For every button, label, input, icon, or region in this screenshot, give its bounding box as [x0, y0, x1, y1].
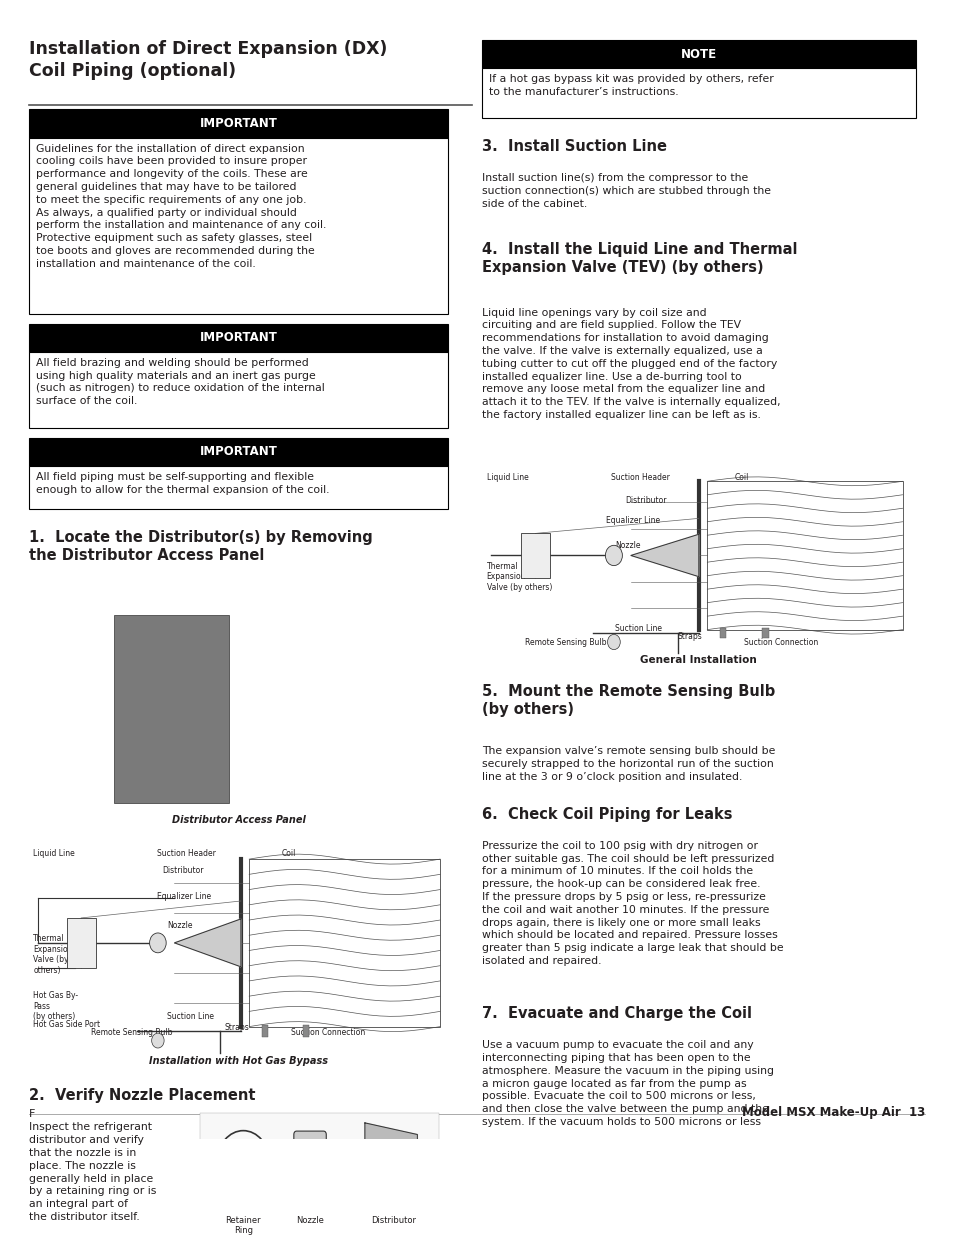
Text: Suction Header: Suction Header [157, 848, 216, 858]
Text: Retainer
Ring: Retainer Ring [225, 1215, 261, 1235]
Polygon shape [364, 1123, 416, 1200]
Text: Straps: Straps [224, 1023, 249, 1032]
Text: IMPORTANT: IMPORTANT [199, 117, 277, 130]
Text: Remote Sensing Bulb: Remote Sensing Bulb [524, 638, 605, 647]
Polygon shape [630, 535, 698, 577]
FancyBboxPatch shape [398, 1142, 409, 1152]
Text: Use a vacuum pump to evacuate the coil and any
interconnecting piping that has b: Use a vacuum pump to evacuate the coil a… [481, 1040, 773, 1128]
FancyBboxPatch shape [29, 138, 448, 315]
Text: Distributor: Distributor [162, 866, 204, 874]
Text: Hot Gas Side Port: Hot Gas Side Port [33, 1020, 100, 1029]
FancyBboxPatch shape [761, 627, 768, 638]
Text: Installation of Direct Expansion (DX)
Coil Piping (optional): Installation of Direct Expansion (DX) Co… [29, 40, 387, 80]
Text: 5.  Mount the Remote Sensing Bulb
(by others): 5. Mount the Remote Sensing Bulb (by oth… [481, 684, 774, 718]
FancyBboxPatch shape [294, 1131, 326, 1192]
Text: Install suction line(s) from the compressor to the
suction connection(s) which a: Install suction line(s) from the compres… [481, 173, 770, 209]
Text: Model MSX Make-Up Air  13: Model MSX Make-Up Air 13 [741, 1105, 924, 1119]
Text: 1.  Locate the Distributor(s) by Removing
the Distributor Access Panel: 1. Locate the Distributor(s) by Removing… [29, 530, 372, 563]
Text: Straps: Straps [677, 632, 701, 641]
Text: IMPORTANT: IMPORTANT [199, 446, 277, 458]
Text: NOTE: NOTE [680, 48, 716, 61]
Text: Distributor: Distributor [624, 495, 666, 505]
Text: Guidelines for the installation of direct expansion
cooling coils have been prov: Guidelines for the installation of direc… [36, 143, 326, 269]
Text: Equalizer Line: Equalizer Line [157, 892, 212, 902]
Text: IMPORTANT: IMPORTANT [199, 331, 277, 345]
Circle shape [605, 546, 621, 566]
Text: Liquid Line: Liquid Line [33, 848, 75, 858]
Text: Remote Sensing Bulb: Remote Sensing Bulb [91, 1028, 172, 1036]
Text: Equalizer Line: Equalizer Line [605, 516, 659, 525]
Text: Suction Connection: Suction Connection [291, 1028, 365, 1036]
Circle shape [152, 1034, 164, 1049]
Text: All field piping must be self-supporting and flexible
enough to allow for the th: All field piping must be self-supporting… [36, 472, 330, 494]
FancyBboxPatch shape [29, 466, 448, 509]
Text: Thermal
Expansion
Valve (by
others): Thermal Expansion Valve (by others) [33, 935, 72, 974]
Text: Thermal
Expansion
Valve (by others): Thermal Expansion Valve (by others) [486, 562, 552, 592]
Text: Hot Gas By-
Pass
(by others): Hot Gas By- Pass (by others) [33, 992, 78, 1021]
Text: 6.  Check Coil Piping for Leaks: 6. Check Coil Piping for Leaks [481, 806, 732, 821]
Text: Inspect the refrigerant
distributor and verify
that the nozzle is in
place. The : Inspect the refrigerant distributor and … [29, 1123, 156, 1221]
FancyBboxPatch shape [114, 615, 229, 803]
Text: Suction Connection: Suction Connection [743, 638, 818, 647]
Text: Distributor: Distributor [371, 1215, 416, 1225]
Text: Pressurize the coil to 100 psig with dry nitrogen or
other suitable gas. The coi: Pressurize the coil to 100 psig with dry… [481, 841, 782, 966]
Text: Suction Line: Suction Line [167, 1011, 213, 1021]
Text: Suction Header: Suction Header [610, 473, 669, 482]
FancyBboxPatch shape [67, 918, 95, 968]
Text: Liquid Line: Liquid Line [486, 473, 528, 482]
Circle shape [607, 635, 619, 650]
Text: 4.  Install the Liquid Line and Thermal
Expansion Valve (TEV) (by others): 4. Install the Liquid Line and Thermal E… [481, 242, 797, 275]
Circle shape [150, 932, 166, 952]
Text: General Installation: General Installation [639, 655, 757, 666]
FancyBboxPatch shape [261, 1025, 268, 1036]
Text: All field brazing and welding should be performed
using high quality materials a: All field brazing and welding should be … [36, 358, 325, 406]
Text: Distributor Access Panel: Distributor Access Panel [172, 815, 305, 825]
FancyBboxPatch shape [481, 40, 915, 68]
FancyBboxPatch shape [29, 437, 448, 466]
FancyBboxPatch shape [398, 1172, 409, 1181]
Text: 3.  Install Suction Line: 3. Install Suction Line [481, 140, 666, 154]
Text: Installation with Hot Gas Bypass: Installation with Hot Gas Bypass [149, 1056, 328, 1066]
Text: F: F [29, 1109, 35, 1119]
Text: If a hot gas bypass kit was provided by others, refer
to the manufacturer’s inst: If a hot gas bypass kit was provided by … [489, 74, 773, 96]
FancyBboxPatch shape [200, 1113, 438, 1210]
Polygon shape [174, 919, 240, 967]
Text: The expansion valve’s remote sensing bulb should be
securely strapped to the hor: The expansion valve’s remote sensing bul… [481, 746, 775, 782]
Text: Nozzle: Nozzle [167, 920, 193, 930]
FancyBboxPatch shape [29, 352, 448, 429]
FancyBboxPatch shape [481, 68, 915, 119]
FancyBboxPatch shape [520, 534, 550, 578]
Text: Nozzle: Nozzle [295, 1215, 324, 1225]
FancyBboxPatch shape [398, 1157, 409, 1166]
Text: Coil: Coil [734, 473, 748, 482]
FancyBboxPatch shape [720, 627, 725, 638]
Text: Nozzle: Nozzle [615, 541, 640, 551]
FancyBboxPatch shape [29, 110, 448, 138]
FancyBboxPatch shape [303, 1025, 309, 1036]
Text: 7.  Evacuate and Charge the Coil: 7. Evacuate and Charge the Coil [481, 1007, 751, 1021]
Text: Suction Line: Suction Line [615, 625, 661, 634]
Text: Liquid line openings vary by coil size and
circuiting and are field supplied. Fo: Liquid line openings vary by coil size a… [481, 308, 780, 420]
Text: 2.  Verify Nozzle Placement: 2. Verify Nozzle Placement [29, 1088, 254, 1103]
FancyBboxPatch shape [29, 324, 448, 352]
Text: Coil: Coil [281, 848, 295, 858]
